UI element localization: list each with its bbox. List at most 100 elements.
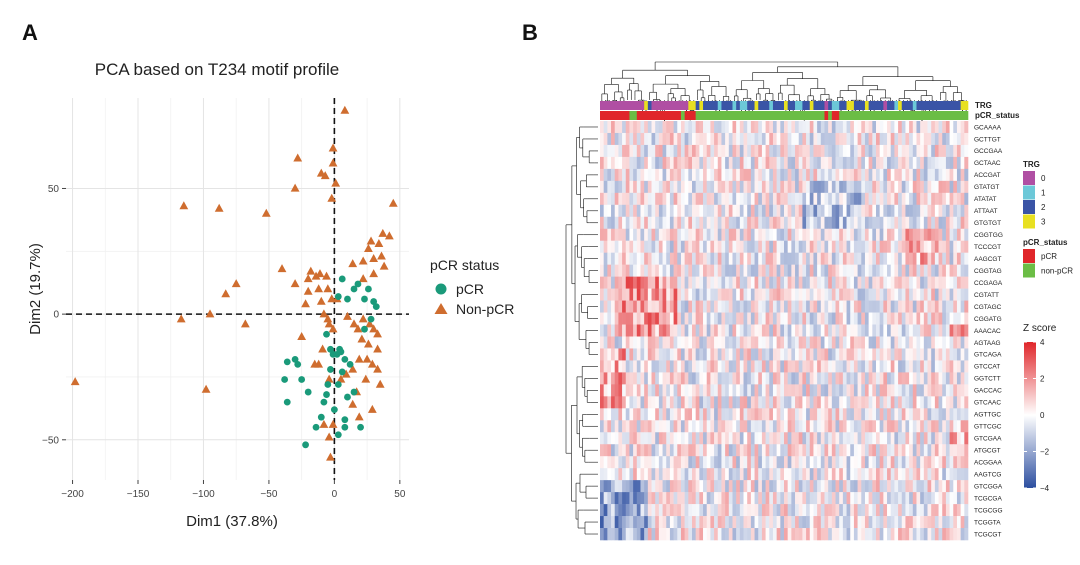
heatmap-cell (666, 432, 671, 445)
heatmap-cell (842, 372, 847, 385)
heatmap-cell (791, 432, 796, 445)
heatmap-cell (787, 396, 792, 409)
heatmap-cell (607, 480, 612, 493)
heatmap-cell (890, 408, 895, 421)
heatmap-cell (887, 240, 892, 253)
heatmap-cell (743, 516, 748, 529)
heatmap-cell (739, 504, 744, 517)
heatmap-cell (710, 492, 715, 505)
heatmap-cell (813, 480, 818, 493)
heatmap-cell (651, 408, 656, 421)
heatmap-cell (695, 468, 700, 481)
non-pcr-point (328, 419, 338, 428)
heatmap-cell (721, 372, 726, 385)
trg-annotation-cell (960, 101, 969, 110)
heatmap-cell (695, 324, 700, 337)
heatmap-cell (898, 336, 903, 349)
heatmap-cell (938, 408, 943, 421)
heatmap-cell (909, 504, 914, 517)
heatmap-cell (923, 144, 928, 158)
heatmap-cell (861, 192, 866, 206)
heatmap-cell (754, 420, 759, 433)
heatmap-cell (909, 408, 914, 421)
heatmap-cell (916, 480, 921, 493)
heatmap-cell (600, 456, 604, 469)
trg-annotation-cell (853, 101, 866, 110)
heatmap-cell (864, 324, 869, 337)
non-pcr-point (348, 259, 358, 268)
heatmap-cell (780, 348, 785, 361)
heatmap-cell (920, 456, 925, 469)
heatmap-cell (964, 432, 969, 445)
heatmap-cell (898, 384, 903, 397)
heatmap-cell (795, 336, 800, 349)
heatmap-cell (607, 456, 612, 469)
heatmap-cell (714, 348, 719, 361)
heatmap-cell (931, 444, 936, 457)
non-pcr-point (373, 344, 382, 353)
heatmap-cell (787, 240, 792, 253)
heatmap-cell (725, 528, 730, 541)
heatmap-cell (949, 228, 954, 242)
heatmap-cell (684, 192, 689, 206)
heatmap-cell (695, 240, 700, 253)
heatmap-cell (725, 192, 730, 206)
heatmap-cell (872, 192, 877, 206)
heatmap-cell (898, 240, 903, 253)
heatmap-cell (772, 276, 777, 289)
heatmap-cell (647, 144, 652, 158)
heatmap-cell (912, 360, 917, 373)
heatmap-cell (780, 336, 785, 349)
heatmap-cell (717, 168, 722, 182)
trg-annotation-cell (695, 101, 700, 110)
heatmap-cell (791, 384, 796, 397)
non-pcr-point (201, 384, 211, 393)
heatmap-cell (721, 228, 726, 242)
heatmap-cell (846, 144, 851, 158)
heatmap-cell (647, 372, 652, 385)
heatmap-cell (861, 288, 866, 301)
heatmap-cell (636, 312, 641, 325)
heatmap-cell (802, 336, 807, 349)
heatmap-cell (850, 121, 855, 134)
heatmap-cell (754, 444, 759, 457)
heatmap-cell (728, 516, 733, 529)
pcr-status-annotation-bar (600, 111, 969, 120)
heatmap-cell (964, 492, 969, 505)
heatmap-cell (699, 432, 704, 445)
heatmap-cell (964, 192, 969, 206)
heatmap-cell (949, 456, 954, 469)
heatmap-cell (651, 384, 656, 397)
heatmap-cell (905, 276, 910, 289)
trg-annotation-cell (809, 101, 814, 110)
heatmap-cell (769, 468, 774, 481)
heatmap-cell (879, 480, 884, 493)
heatmap-cell (677, 384, 682, 397)
heatmap-cell (842, 288, 847, 301)
heatmap-cell (600, 121, 604, 134)
trg-annotation-cell (802, 101, 811, 110)
heatmap-row-label: GTATGT (974, 184, 999, 191)
heatmap-cell (883, 252, 888, 265)
heatmap-cell (739, 121, 744, 134)
heatmap-cell (945, 288, 950, 301)
heatmap-cell (938, 348, 943, 361)
heatmap-cell (795, 276, 800, 289)
heatmap-cell (758, 360, 763, 373)
heatmap-cell (736, 432, 741, 445)
heatmap-cell (651, 468, 656, 481)
heatmap-cell (732, 420, 737, 433)
heatmap-cell (692, 528, 696, 541)
heatmap-cell (806, 192, 811, 206)
heatmap-cell (647, 456, 652, 469)
heatmap-cell (625, 312, 630, 325)
heatmap-cell (931, 168, 936, 182)
heatmap-cell (669, 480, 674, 493)
heatmap-cell (934, 192, 939, 206)
heatmap-cell (706, 324, 711, 337)
heatmap-cell (905, 348, 910, 361)
heatmap-cell (669, 156, 674, 170)
heatmap-cell (765, 144, 770, 158)
pcr-point (350, 388, 358, 396)
